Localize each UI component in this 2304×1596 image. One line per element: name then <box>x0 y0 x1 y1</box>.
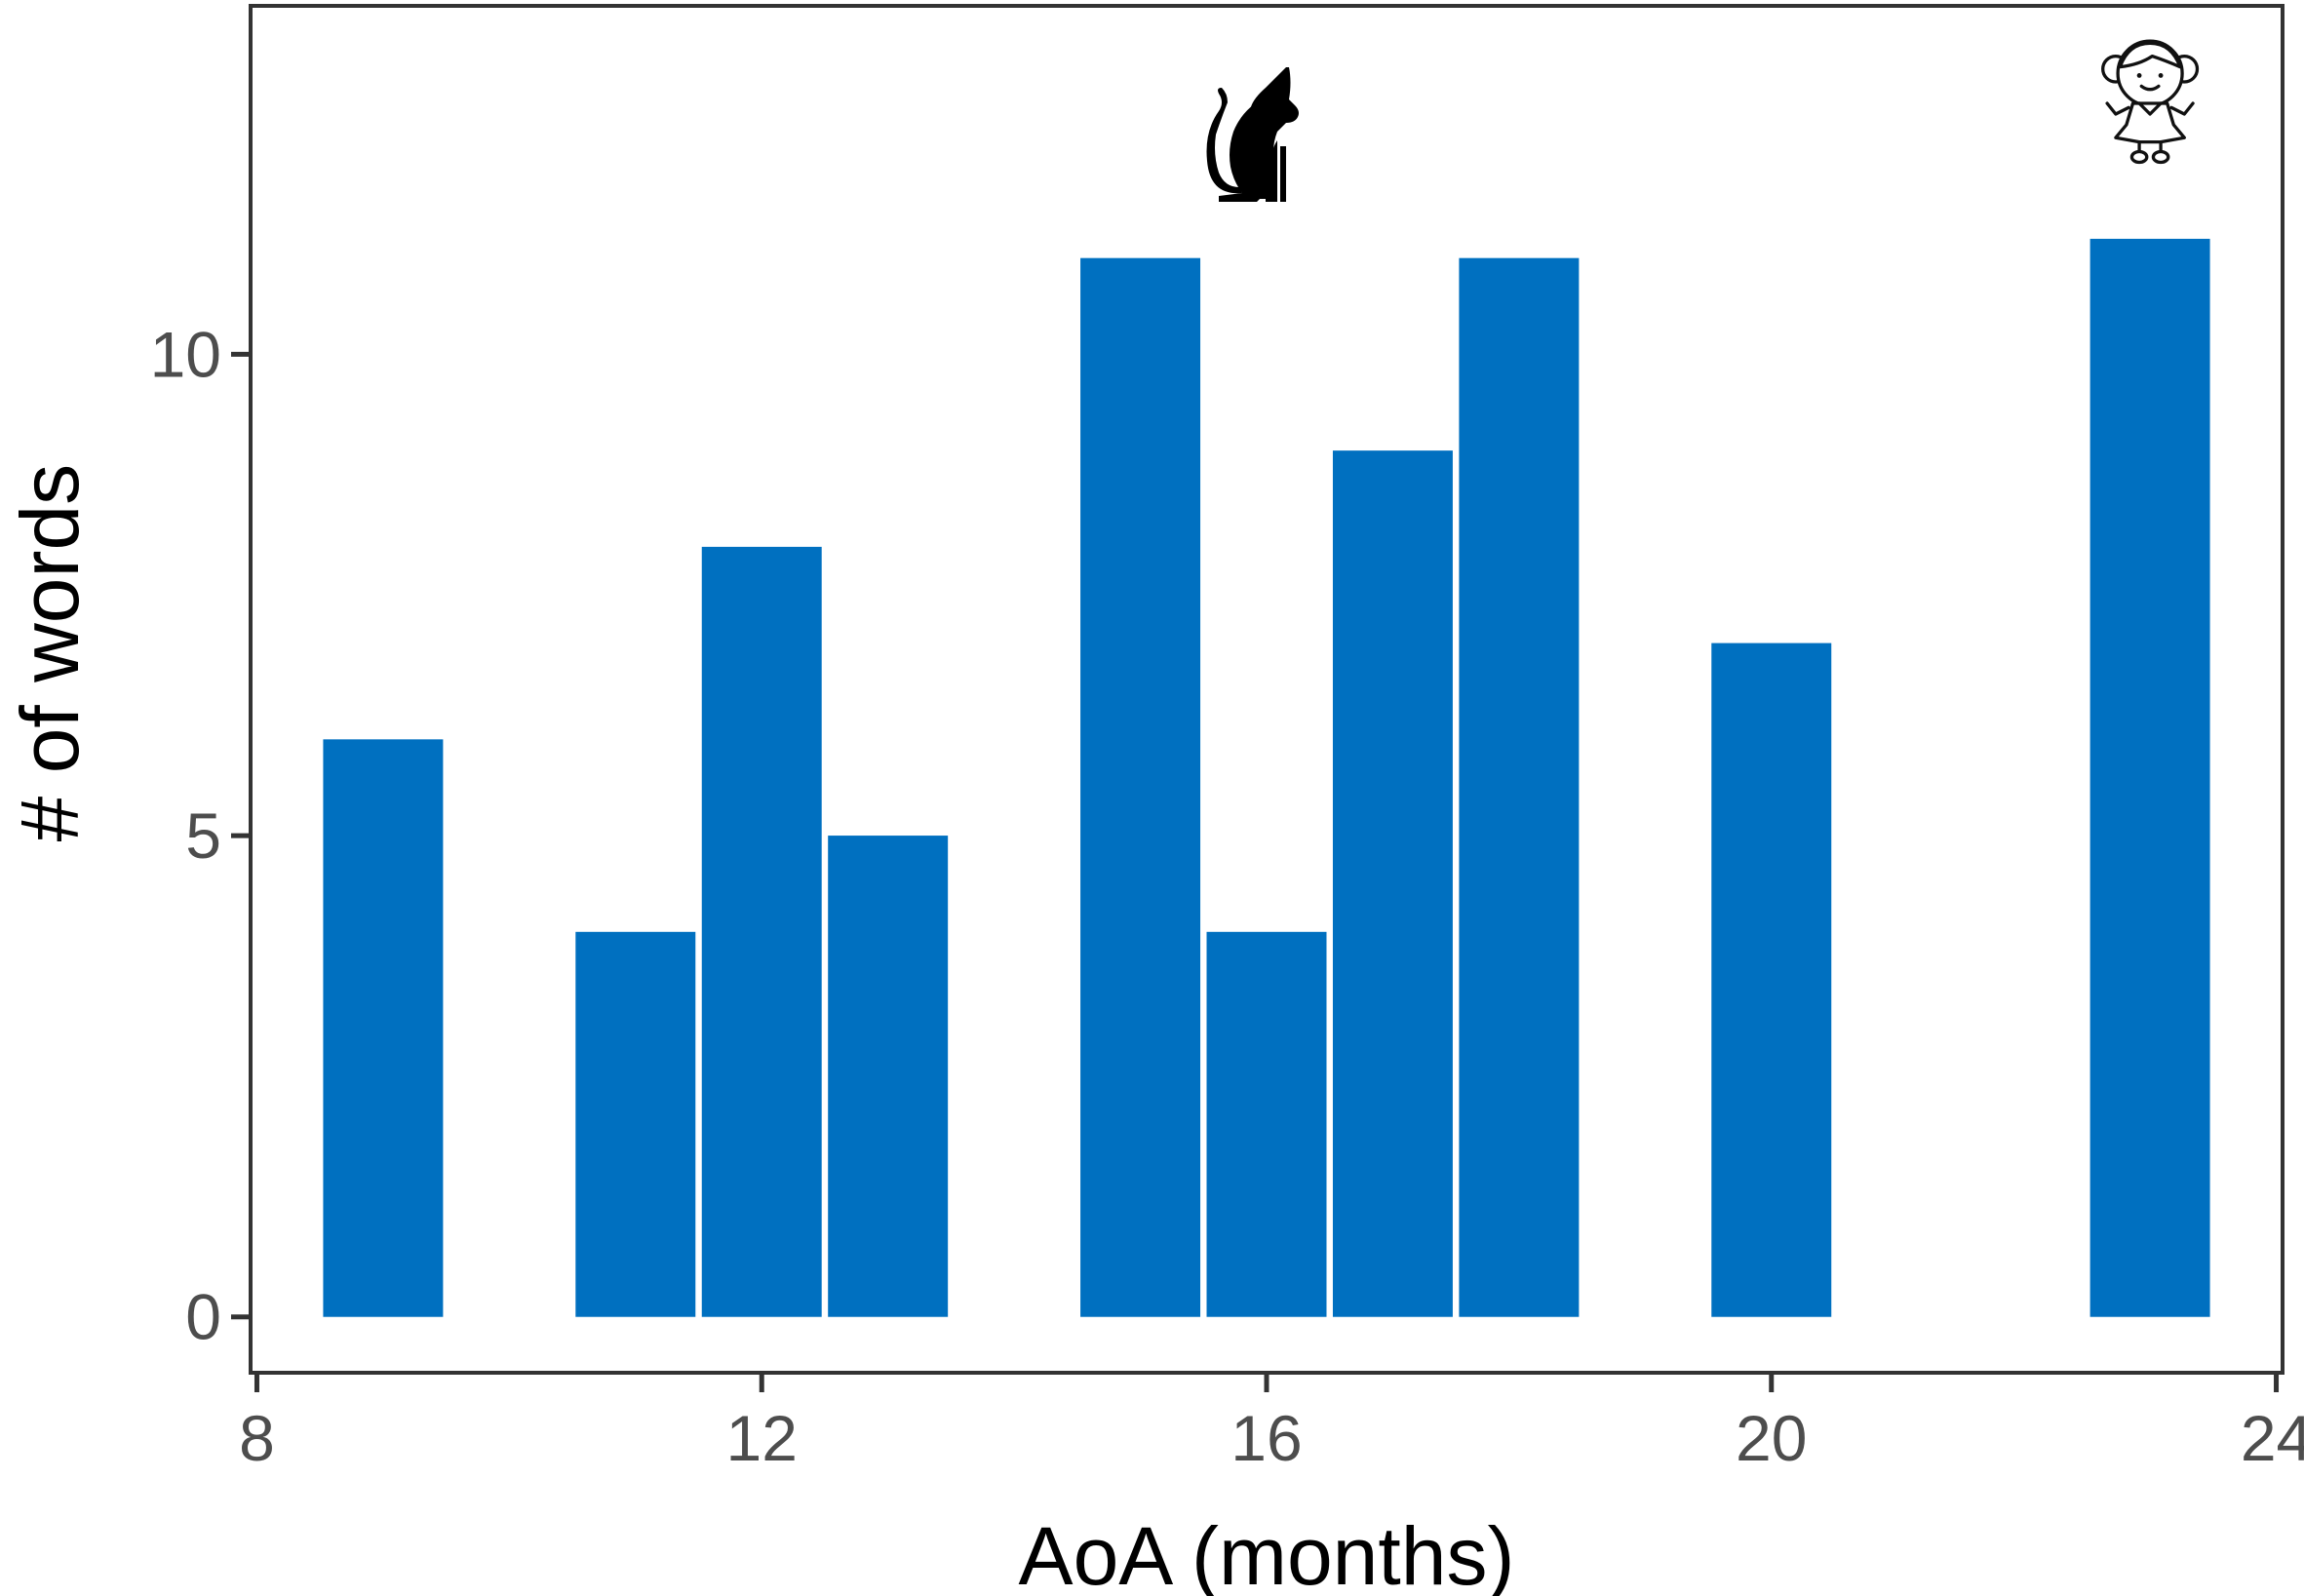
bars-group <box>323 238 2210 1317</box>
y-tick-label: 5 <box>185 799 221 872</box>
x-tick-label: 8 <box>239 1402 275 1474</box>
bar <box>1206 931 1327 1317</box>
y-tick-label: 10 <box>150 318 221 390</box>
bar <box>1332 450 1453 1317</box>
y-axis-title: # of words <box>4 464 96 842</box>
x-axis-title: AoA (months) <box>1019 1510 1515 1596</box>
bar <box>323 739 444 1317</box>
bar <box>1080 257 1201 1317</box>
x-tick-label: 20 <box>1736 1402 1807 1474</box>
girl-icon <box>2101 39 2200 165</box>
bar <box>701 546 822 1317</box>
bar <box>1459 257 1580 1317</box>
y-axis: 0 5 10 <box>150 318 251 1353</box>
bar <box>828 836 949 1317</box>
y-tick-label: 0 <box>185 1281 221 1353</box>
bar <box>2089 238 2210 1317</box>
bar <box>575 931 696 1317</box>
cat-icon <box>1206 67 1299 202</box>
x-tick-label: 24 <box>2241 1402 2304 1474</box>
bar <box>1711 642 1832 1317</box>
x-tick-label: 16 <box>1230 1402 1302 1474</box>
x-axis: 8 12 16 20 24 <box>239 1373 2304 1474</box>
x-tick-label: 12 <box>726 1402 798 1474</box>
